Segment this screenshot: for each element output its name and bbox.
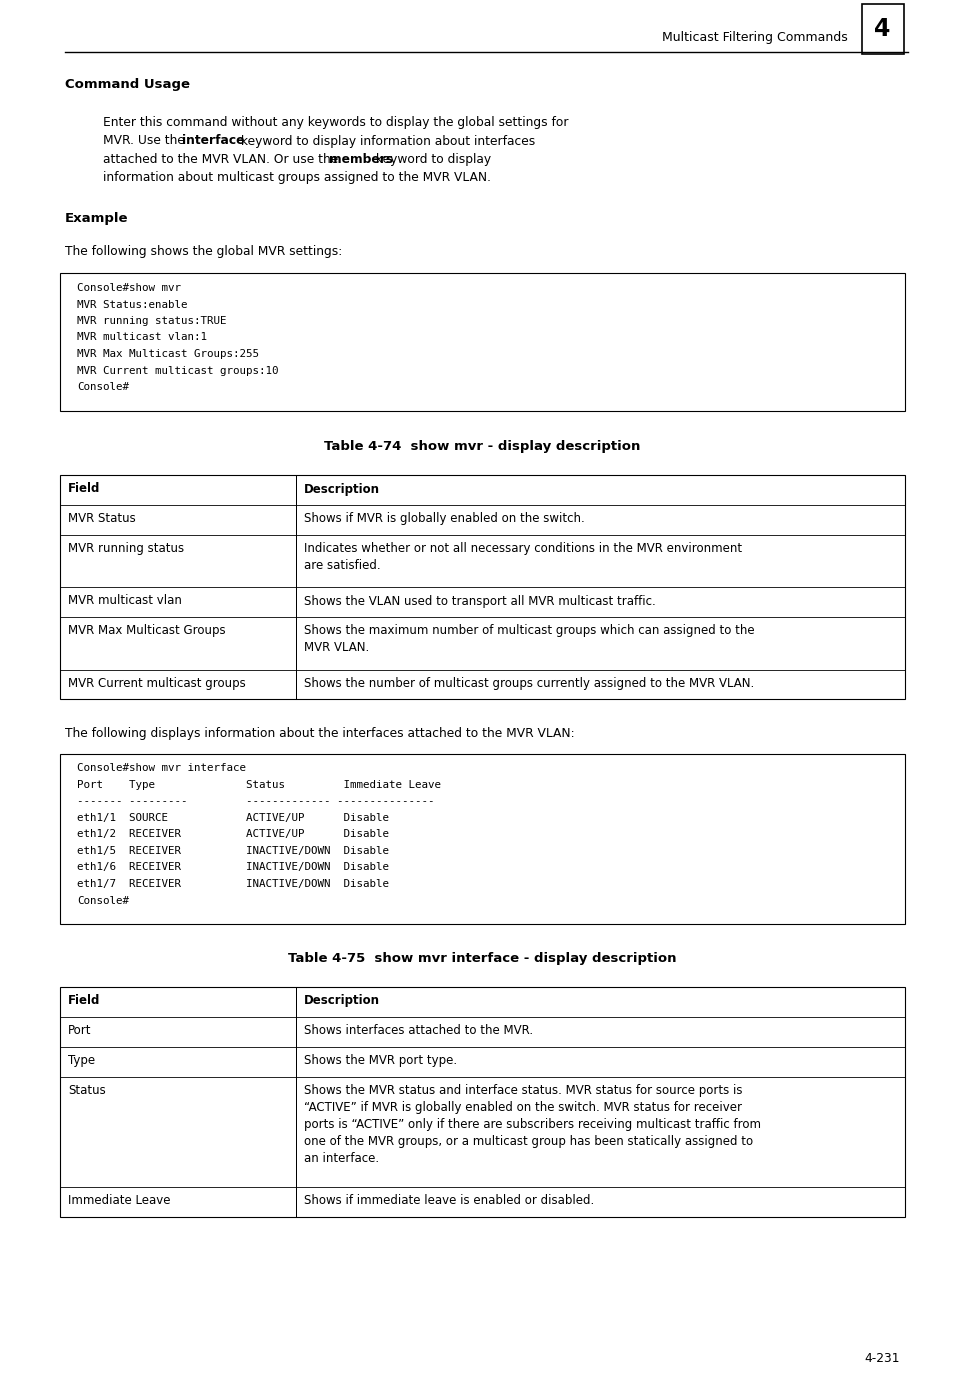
Text: Console#: Console# xyxy=(77,382,129,391)
Bar xyxy=(60,476,903,700)
Text: Indicates whether or not all necessary conditions in the MVR environment
are sat: Indicates whether or not all necessary c… xyxy=(304,543,741,572)
Text: MVR Current multicast groups:10: MVR Current multicast groups:10 xyxy=(77,365,278,376)
Text: MVR Status: MVR Status xyxy=(68,512,135,526)
Bar xyxy=(60,987,903,1217)
Text: Shows the number of multicast groups currently assigned to the MVR VLAN.: Shows the number of multicast groups cur… xyxy=(304,676,754,690)
Text: ------- ---------         ------------- ---------------: ------- --------- ------------- --------… xyxy=(77,797,434,806)
Text: Description: Description xyxy=(304,483,379,496)
Text: Shows the MVR port type.: Shows the MVR port type. xyxy=(304,1053,456,1067)
Text: Console#show mvr: Console#show mvr xyxy=(77,283,181,293)
Text: Shows the MVR status and interface status. MVR status for source ports is
“ACTIV: Shows the MVR status and interface statu… xyxy=(304,1084,760,1165)
Bar xyxy=(60,273,903,411)
Text: Shows the VLAN used to transport all MVR multicast traffic.: Shows the VLAN used to transport all MVR… xyxy=(304,594,655,608)
Text: MVR Status:enable: MVR Status:enable xyxy=(77,300,187,310)
Text: Description: Description xyxy=(304,994,379,1008)
Text: 4-231: 4-231 xyxy=(863,1352,899,1364)
Text: MVR multicast vlan: MVR multicast vlan xyxy=(68,594,182,608)
Text: Enter this command without any keywords to display the global settings for: Enter this command without any keywords … xyxy=(103,117,568,129)
Text: Shows interfaces attached to the MVR.: Shows interfaces attached to the MVR. xyxy=(304,1024,533,1037)
Text: MVR running status:TRUE: MVR running status:TRUE xyxy=(77,316,226,326)
Text: Shows if immediate leave is enabled or disabled.: Shows if immediate leave is enabled or d… xyxy=(304,1194,594,1208)
Text: eth1/2  RECEIVER          ACTIVE/UP      Disable: eth1/2 RECEIVER ACTIVE/UP Disable xyxy=(77,830,389,840)
Text: attached to the MVR VLAN. Or use the: attached to the MVR VLAN. Or use the xyxy=(103,153,341,167)
Text: Status: Status xyxy=(68,1084,106,1097)
Text: The following displays information about the interfaces attached to the MVR VLAN: The following displays information about… xyxy=(65,727,574,741)
Text: Command Usage: Command Usage xyxy=(65,78,190,92)
Text: Shows if MVR is globally enabled on the switch.: Shows if MVR is globally enabled on the … xyxy=(304,512,584,526)
Text: eth1/1  SOURCE            ACTIVE/UP      Disable: eth1/1 SOURCE ACTIVE/UP Disable xyxy=(77,813,389,823)
Text: keyword to display information about interfaces: keyword to display information about int… xyxy=(237,135,535,147)
Text: eth1/7  RECEIVER          INACTIVE/DOWN  Disable: eth1/7 RECEIVER INACTIVE/DOWN Disable xyxy=(77,879,389,888)
Text: The following shows the global MVR settings:: The following shows the global MVR setti… xyxy=(65,246,342,258)
Text: eth1/6  RECEIVER          INACTIVE/DOWN  Disable: eth1/6 RECEIVER INACTIVE/DOWN Disable xyxy=(77,862,389,873)
Text: MVR Current multicast groups: MVR Current multicast groups xyxy=(68,676,245,690)
Text: Multicast Filtering Commands: Multicast Filtering Commands xyxy=(661,32,846,44)
Text: Port: Port xyxy=(68,1024,91,1037)
Text: Table 4-75  show mvr interface - display description: Table 4-75 show mvr interface - display … xyxy=(288,952,676,965)
Text: information about multicast groups assigned to the MVR VLAN.: information about multicast groups assig… xyxy=(103,172,491,185)
Text: 4: 4 xyxy=(874,17,890,42)
Text: keyword to display: keyword to display xyxy=(372,153,491,167)
Text: Example: Example xyxy=(65,212,129,225)
Bar xyxy=(861,4,902,54)
Text: eth1/5  RECEIVER          INACTIVE/DOWN  Disable: eth1/5 RECEIVER INACTIVE/DOWN Disable xyxy=(77,847,389,856)
Text: Table 4-74  show mvr - display description: Table 4-74 show mvr - display descriptio… xyxy=(324,440,639,454)
Text: members: members xyxy=(329,153,393,167)
Text: Port    Type              Status         Immediate Leave: Port Type Status Immediate Leave xyxy=(77,780,440,790)
Text: Console#show mvr interface: Console#show mvr interface xyxy=(77,763,246,773)
Text: MVR Max Multicast Groups: MVR Max Multicast Groups xyxy=(68,625,225,637)
Text: MVR running status: MVR running status xyxy=(68,543,184,555)
Text: Field: Field xyxy=(68,994,100,1008)
Text: MVR. Use the: MVR. Use the xyxy=(103,135,189,147)
Text: Shows the maximum number of multicast groups which can assigned to the
MVR VLAN.: Shows the maximum number of multicast gr… xyxy=(304,625,754,655)
Text: Type: Type xyxy=(68,1053,95,1067)
Text: Console#: Console# xyxy=(77,895,129,905)
Text: MVR multicast vlan:1: MVR multicast vlan:1 xyxy=(77,333,207,343)
Text: interface: interface xyxy=(182,135,245,147)
Bar xyxy=(60,754,903,924)
Text: MVR Max Multicast Groups:255: MVR Max Multicast Groups:255 xyxy=(77,348,258,359)
Text: Immediate Leave: Immediate Leave xyxy=(68,1194,171,1208)
Text: Field: Field xyxy=(68,483,100,496)
